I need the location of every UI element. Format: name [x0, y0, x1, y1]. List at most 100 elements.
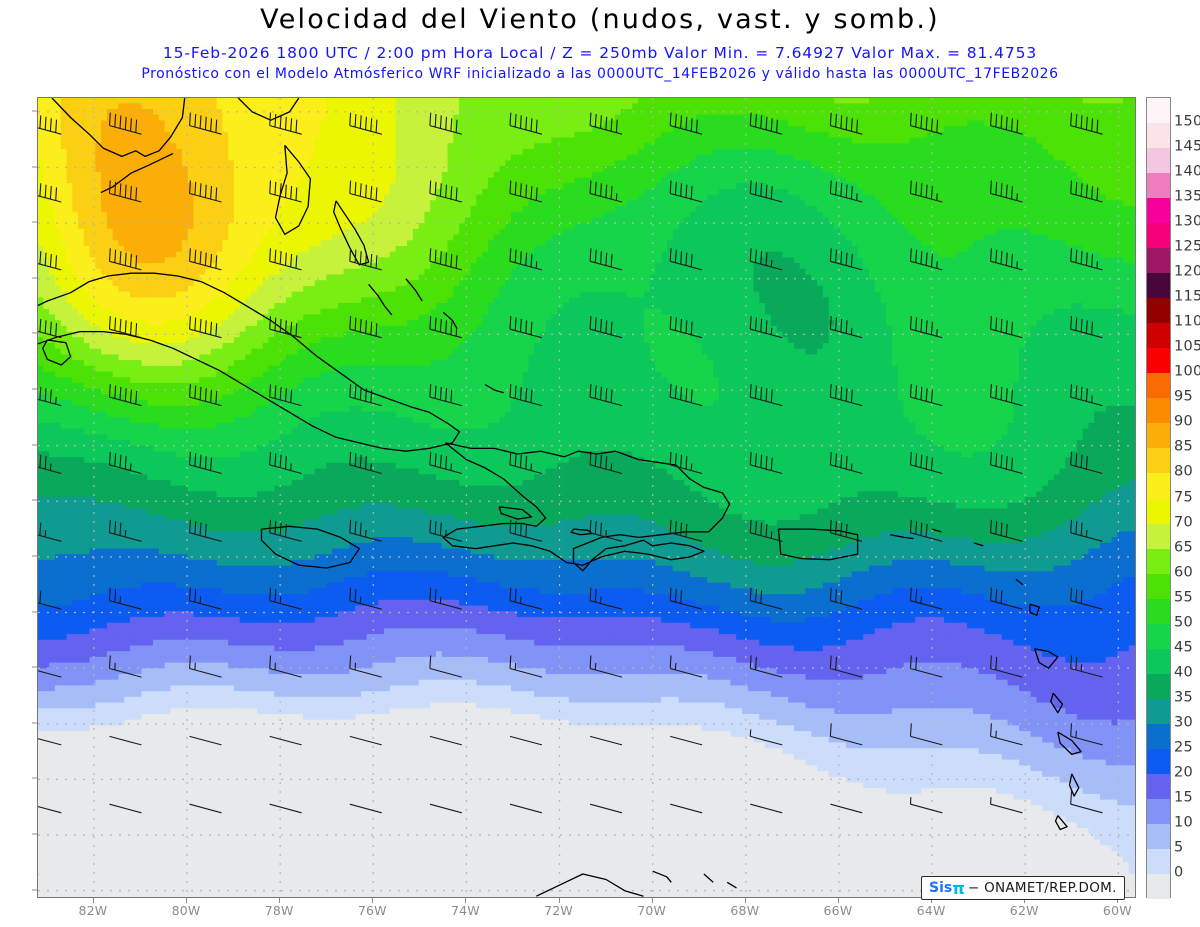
colorbar-band-27 — [1147, 773, 1170, 799]
colorbar-band-8 — [1147, 298, 1170, 324]
y-axis-tick-25N — [32, 166, 37, 168]
page-title: Velocidad del Viento (nudos, vast. y som… — [0, 4, 1200, 35]
colorbar-band-26 — [1147, 748, 1170, 774]
x-axis-label-64W: 64W — [901, 903, 961, 918]
colorbar-band-16 — [1147, 498, 1170, 524]
onamet-logo: Sis π − ONAMET/REP.DOM. — [921, 876, 1125, 900]
y-axis-tick-24N — [32, 221, 37, 223]
y-axis-tick-26N — [32, 110, 37, 112]
x-axis-label-82W: 82W — [63, 903, 123, 918]
colorbar-tick-110: 110 — [1174, 314, 1200, 330]
colorbar-band-21 — [1147, 623, 1170, 649]
colorbar-tick-115: 115 — [1174, 289, 1200, 305]
x-axis-label-72W: 72W — [529, 903, 589, 918]
colorbar-tick-150: 150 — [1174, 114, 1200, 130]
colorbar-tick-30: 30 — [1174, 714, 1193, 730]
colorbar-band-4 — [1147, 198, 1170, 224]
colorbar-band-7 — [1147, 273, 1170, 299]
colorbar-tick-45: 45 — [1174, 639, 1193, 655]
colorbar-band-29 — [1147, 823, 1170, 849]
x-axis-tick-60W — [1117, 898, 1119, 903]
y-axis-tick-23N — [32, 277, 37, 279]
y-axis-tick-15N — [32, 722, 37, 724]
x-axis-label-66W: 66W — [808, 903, 868, 918]
colorbar-band-14 — [1147, 448, 1170, 474]
x-axis-tick-64W — [931, 898, 933, 903]
x-axis-tick-72W — [558, 898, 560, 903]
y-axis-tick-17N — [32, 611, 37, 613]
x-axis-label-78W: 78W — [249, 903, 309, 918]
logo-pi-icon: π — [952, 879, 965, 898]
colorbar-band-2 — [1147, 148, 1170, 174]
colorbar-band-10 — [1147, 348, 1170, 374]
y-axis-tick-14N — [32, 777, 37, 779]
y-axis-tick-21N — [32, 388, 37, 390]
colorbar-tick-80: 80 — [1174, 464, 1193, 480]
x-axis-tick-74W — [465, 898, 467, 903]
colorbar-tick-10: 10 — [1174, 815, 1193, 831]
colorbar[interactable] — [1146, 97, 1171, 899]
y-axis-tick-19N — [32, 499, 37, 501]
colorbar-band-6 — [1147, 248, 1170, 274]
x-axis-label-80W: 80W — [156, 903, 216, 918]
x-axis-tick-76W — [372, 898, 374, 903]
x-axis-label-62W: 62W — [994, 903, 1054, 918]
wind-speed-shading — [38, 98, 1135, 897]
colorbar-tick-20: 20 — [1174, 765, 1193, 781]
x-axis-tick-68W — [744, 898, 746, 903]
colorbar-band-18 — [1147, 548, 1170, 574]
colorbar-tick-85: 85 — [1174, 439, 1193, 455]
x-axis-tick-80W — [186, 898, 188, 903]
colorbar-band-31 — [1147, 873, 1170, 899]
colorbar-band-22 — [1147, 648, 1170, 674]
colorbar-band-3 — [1147, 173, 1170, 199]
colorbar-band-24 — [1147, 698, 1170, 724]
colorbar-tick-90: 90 — [1174, 414, 1193, 430]
chart-subtitle-primary: 15-Feb-2026 1800 UTC / 2:00 pm Hora Loca… — [0, 44, 1200, 62]
colorbar-tick-25: 25 — [1174, 739, 1193, 755]
colorbar-band-30 — [1147, 848, 1170, 874]
y-axis-tick-18N — [32, 555, 37, 557]
logo-agency-text: − ONAMET/REP.DOM. — [968, 880, 1117, 896]
y-axis-tick-22N — [32, 332, 37, 334]
colorbar-tick-70: 70 — [1174, 514, 1193, 530]
logo-sis-text: Sis — [929, 880, 952, 896]
colorbar-band-28 — [1147, 798, 1170, 824]
x-axis-label-76W: 76W — [342, 903, 402, 918]
y-axis-tick-16N — [32, 666, 37, 668]
colorbar-tick-120: 120 — [1174, 264, 1200, 280]
colorbar-tick-95: 95 — [1174, 389, 1193, 405]
x-axis-tick-62W — [1024, 898, 1026, 903]
colorbar-tick-35: 35 — [1174, 689, 1193, 705]
x-axis-tick-70W — [651, 898, 653, 903]
chart-subtitle-secondary: Pronóstico con el Modelo Atmósferico WRF… — [0, 66, 1200, 82]
x-axis-tick-78W — [279, 898, 281, 903]
colorbar-band-5 — [1147, 223, 1170, 249]
colorbar-band-11 — [1147, 373, 1170, 399]
colorbar-band-23 — [1147, 673, 1170, 699]
x-axis-tick-66W — [837, 898, 839, 903]
colorbar-band-17 — [1147, 523, 1170, 549]
colorbar-tick-15: 15 — [1174, 790, 1193, 806]
colorbar-band-20 — [1147, 598, 1170, 624]
x-axis-tick-82W — [92, 898, 94, 903]
colorbar-band-9 — [1147, 323, 1170, 349]
colorbar-tick-125: 125 — [1174, 239, 1200, 255]
y-axis-tick-20N — [32, 444, 37, 446]
colorbar-tick-65: 65 — [1174, 539, 1193, 555]
x-axis-label-60W: 60W — [1087, 903, 1147, 918]
colorbar-tick-135: 135 — [1174, 189, 1200, 205]
x-axis-label-70W: 70W — [622, 903, 682, 918]
colorbar-tick-130: 130 — [1174, 214, 1200, 230]
colorbar-tick-105: 105 — [1174, 339, 1200, 355]
map-plot-area[interactable] — [37, 97, 1136, 898]
y-axis-tick-13N — [32, 833, 37, 835]
colorbar-band-1 — [1147, 123, 1170, 149]
x-axis-label-74W: 74W — [435, 903, 495, 918]
colorbar-tick-0: 0 — [1174, 865, 1184, 881]
y-axis-tick-12N — [32, 889, 37, 891]
colorbar-tick-140: 140 — [1174, 164, 1200, 180]
colorbar-tick-75: 75 — [1174, 489, 1193, 505]
colorbar-tick-5: 5 — [1174, 840, 1184, 856]
x-axis-label-68W: 68W — [715, 903, 775, 918]
